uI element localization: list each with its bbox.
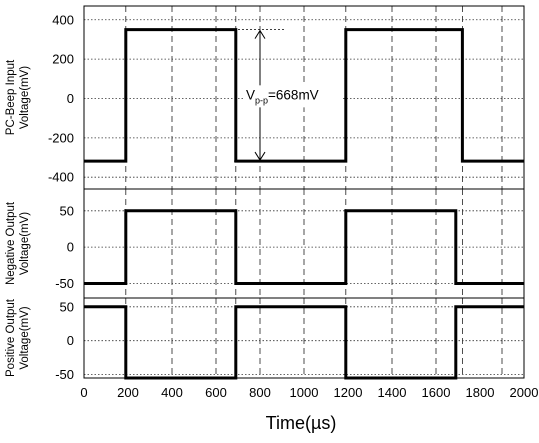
series-line <box>84 28 524 163</box>
x-tick-label: 2000 <box>510 385 539 400</box>
y-tick-label: -50 <box>55 367 74 382</box>
y-tick-label: 200 <box>52 52 74 67</box>
annotation-arrow-head-down <box>254 151 266 162</box>
y-tick-label: 50 <box>60 203 74 218</box>
annotation-label: Vp-p=668mV <box>246 87 319 105</box>
y-axis-label: PC-Beep Input <box>5 59 17 135</box>
x-tick-label: 400 <box>161 385 183 400</box>
x-tick-label: 1400 <box>378 385 407 400</box>
panel-frame <box>83 297 525 379</box>
y-tick-label: 0 <box>67 91 74 106</box>
y-tick-label: -400 <box>48 170 74 185</box>
y-axis-label: Negative Output <box>5 201 17 285</box>
annotation-arrow-head-up <box>254 29 266 39</box>
y-axis-label: Voltage(mV) <box>19 306 31 369</box>
x-tick-label: 1200 <box>334 385 363 400</box>
y-tick-label: 0 <box>67 333 74 348</box>
annotation-value: =668mV <box>268 87 319 102</box>
x-tick-label: 800 <box>249 385 271 400</box>
annotation-main: V <box>246 87 255 102</box>
x-tick-label: 1000 <box>290 385 319 400</box>
x-tick-label: 200 <box>117 385 139 400</box>
x-tick-label: 0 <box>80 385 87 400</box>
x-tick-label: 1800 <box>466 385 495 400</box>
annotation-background <box>244 85 342 108</box>
series-line <box>84 305 524 380</box>
y-tick-label: 400 <box>52 12 74 27</box>
x-axis-label: Time(µs) <box>266 413 337 433</box>
y-tick-label: 50 <box>60 299 74 314</box>
y-axis-label: Voltage(mV) <box>19 212 31 275</box>
annotation-subscript: p-p <box>255 95 268 105</box>
y-tick-label: -200 <box>48 130 74 145</box>
x-tick-label: 600 <box>205 385 227 400</box>
y-axis-label: Positive Output <box>5 298 17 377</box>
y-tick-label: 0 <box>67 240 74 255</box>
y-tick-label: -50 <box>55 276 74 291</box>
x-tick-label: 1600 <box>422 385 451 400</box>
series-line <box>84 209 524 285</box>
y-axis-label: Voltage(mV) <box>19 66 31 129</box>
